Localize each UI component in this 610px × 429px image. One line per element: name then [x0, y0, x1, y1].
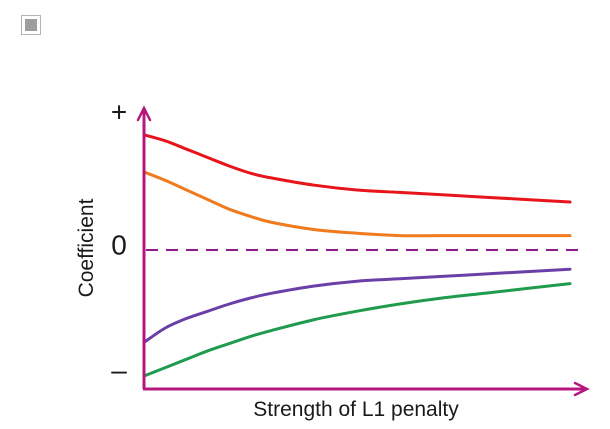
y-axis-label: Coefficient — [75, 198, 98, 297]
series-group — [142, 133, 572, 378]
checkbox-fill — [25, 19, 37, 31]
y-ticks: +0 – — [111, 97, 127, 386]
y-tick-label-2: 0 — [111, 230, 127, 261]
y-axis-arrow — [136, 105, 152, 122]
y-tick-label-3: – — [111, 355, 127, 386]
series-line-4 — [142, 282, 572, 378]
axes-group — [136, 105, 590, 397]
checkbox[interactable] — [21, 15, 41, 35]
x-axis-arrow — [573, 381, 590, 397]
y-tick-label-1: + — [111, 97, 127, 128]
x-axis-label: Strength of L1 penalty — [253, 398, 459, 421]
series-line-2 — [142, 170, 572, 238]
series-line-1 — [142, 133, 572, 204]
series-line-3 — [142, 267, 572, 344]
